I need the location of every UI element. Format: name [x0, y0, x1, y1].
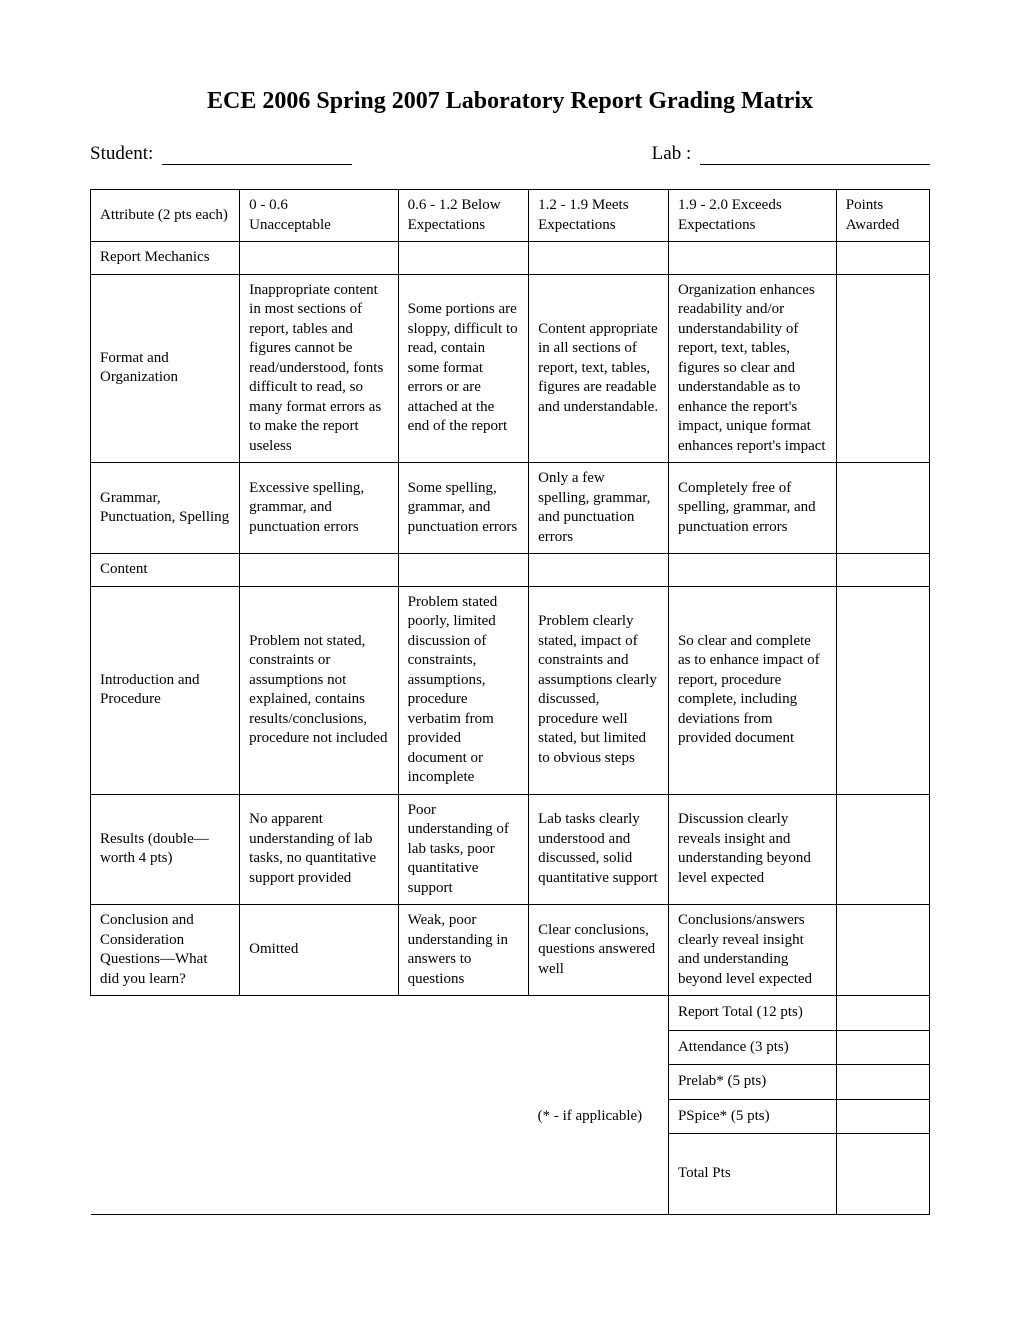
summary-blank: [91, 1134, 240, 1215]
row-conclusion: Conclusion and Consideration Questions—W…: [91, 905, 930, 996]
summary-blank: [398, 1099, 529, 1134]
attr-cell: Format and Organization: [91, 274, 240, 463]
summary-blank: [240, 996, 398, 1100]
level2-cell: Some spelling, grammar, and punctuation …: [398, 463, 529, 554]
summary-blank: [529, 1134, 669, 1215]
attr-cell: Introduction and Procedure: [91, 586, 240, 794]
student-label: Student:: [90, 143, 153, 164]
empty-cell: [240, 554, 398, 587]
attr-cell: Results (double—worth 4 pts): [91, 794, 240, 905]
level4-cell: Discussion clearly reveals insight and u…: [668, 794, 836, 905]
student-field: Student:: [90, 143, 352, 165]
empty-cell: [398, 554, 529, 587]
points-cell[interactable]: [836, 586, 929, 794]
summary-blank: [91, 1099, 240, 1134]
empty-cell: [529, 554, 669, 587]
grading-table: Attribute (2 pts each) 0 - 0.6Unacceptab…: [90, 189, 930, 1215]
points-cell[interactable]: [836, 463, 929, 554]
empty-cell: [668, 554, 836, 587]
pspice-label: PSpice* (5 pts): [668, 1099, 836, 1134]
row-report-total: Report Total (12 pts): [91, 996, 930, 1031]
empty-cell: [836, 242, 929, 275]
section-content: Content: [91, 554, 930, 587]
row-format-organization: Format and Organization Inappropriate co…: [91, 274, 930, 463]
level2-cell: Weak, poor understanding in answers to q…: [398, 905, 529, 996]
table-header-row: Attribute (2 pts each) 0 - 0.6Unacceptab…: [91, 190, 930, 242]
lab-label: Lab :: [652, 143, 692, 164]
summary-blank: [240, 1099, 398, 1134]
empty-cell: [240, 242, 398, 275]
level3-cell: Only a few spelling, grammar, and punctu…: [529, 463, 669, 554]
total-pts-label: Total Pts: [668, 1134, 836, 1215]
section-report-mechanics: Report Mechanics: [91, 242, 930, 275]
pspice-value[interactable]: [836, 1099, 929, 1134]
attendance-value[interactable]: [836, 1030, 929, 1065]
section-label: Report Mechanics: [91, 242, 240, 275]
prelab-value[interactable]: [836, 1065, 929, 1100]
row-introduction: Introduction and Procedure Problem not s…: [91, 586, 930, 794]
level2-cell: Problem stated poorly, limited discussio…: [398, 586, 529, 794]
report-total-value[interactable]: [836, 996, 929, 1031]
empty-cell: [529, 242, 669, 275]
level1-cell: Inappropriate content in most sections o…: [240, 274, 398, 463]
attendance-label: Attendance (3 pts): [668, 1030, 836, 1065]
header-attribute: Attribute (2 pts each): [91, 190, 240, 242]
level3-cell: Clear conclusions, questions answered we…: [529, 905, 669, 996]
level4-cell: Organization enhances readability and/or…: [668, 274, 836, 463]
empty-cell: [398, 242, 529, 275]
summary-blank: [240, 1134, 398, 1215]
student-lab-fields: Student: Lab :: [90, 143, 930, 165]
row-pspice: (* - if applicable) PSpice* (5 pts): [91, 1099, 930, 1134]
level2-cell: Some portions are sloppy, difficult to r…: [398, 274, 529, 463]
header-points: PointsAwarded: [836, 190, 929, 242]
points-cell[interactable]: [836, 274, 929, 463]
level1-cell: Problem not stated, constraints or assum…: [240, 586, 398, 794]
lab-field: Lab :: [652, 143, 930, 165]
level1-cell: Omitted: [240, 905, 398, 996]
header-level3: 1.2 - 1.9 MeetsExpectations: [529, 190, 669, 242]
page: ECE 2006 Spring 2007 Laboratory Report G…: [0, 0, 1020, 1275]
attr-cell: Conclusion and Consideration Questions—W…: [91, 905, 240, 996]
points-cell[interactable]: [836, 794, 929, 905]
header-level1: 0 - 0.6Unacceptable: [240, 190, 398, 242]
report-total-label: Report Total (12 pts): [668, 996, 836, 1031]
level4-cell: So clear and complete as to enhance impa…: [668, 586, 836, 794]
empty-cell: [836, 554, 929, 587]
level3-cell: Content appropriate in all sections of r…: [529, 274, 669, 463]
row-grammar: Grammar, Punctuation, Spelling Excessive…: [91, 463, 930, 554]
level1-cell: Excessive spelling, grammar, and punctua…: [240, 463, 398, 554]
summary-blank: [91, 996, 240, 1100]
level1-cell: No apparent understanding of lab tasks, …: [240, 794, 398, 905]
student-input-line[interactable]: [162, 146, 352, 165]
attr-cell: Grammar, Punctuation, Spelling: [91, 463, 240, 554]
prelab-label: Prelab* (5 pts): [668, 1065, 836, 1100]
if-applicable-note: (* - if applicable): [529, 1099, 669, 1134]
level4-cell: Completely free of spelling, grammar, an…: [668, 463, 836, 554]
section-label: Content: [91, 554, 240, 587]
total-pts-value[interactable]: [836, 1134, 929, 1215]
empty-cell: [668, 242, 836, 275]
level3-cell: Problem clearly stated, impact of constr…: [529, 586, 669, 794]
summary-blank: [398, 996, 529, 1100]
points-cell[interactable]: [836, 905, 929, 996]
row-total-pts: Total Pts: [91, 1134, 930, 1215]
header-level4: 1.9 - 2.0 ExceedsExpectations: [668, 190, 836, 242]
header-level2: 0.6 - 1.2 BelowExpectations: [398, 190, 529, 242]
level4-cell: Conclusions/answers clearly reveal insig…: [668, 905, 836, 996]
level3-cell: Lab tasks clearly understood and discuss…: [529, 794, 669, 905]
level2-cell: Poor understanding of lab tasks, poor qu…: [398, 794, 529, 905]
lab-input-line[interactable]: [700, 146, 930, 165]
summary-blank: [529, 996, 669, 1100]
row-results: Results (double—worth 4 pts) No apparent…: [91, 794, 930, 905]
page-title: ECE 2006 Spring 2007 Laboratory Report G…: [90, 88, 930, 115]
summary-blank: [398, 1134, 529, 1215]
